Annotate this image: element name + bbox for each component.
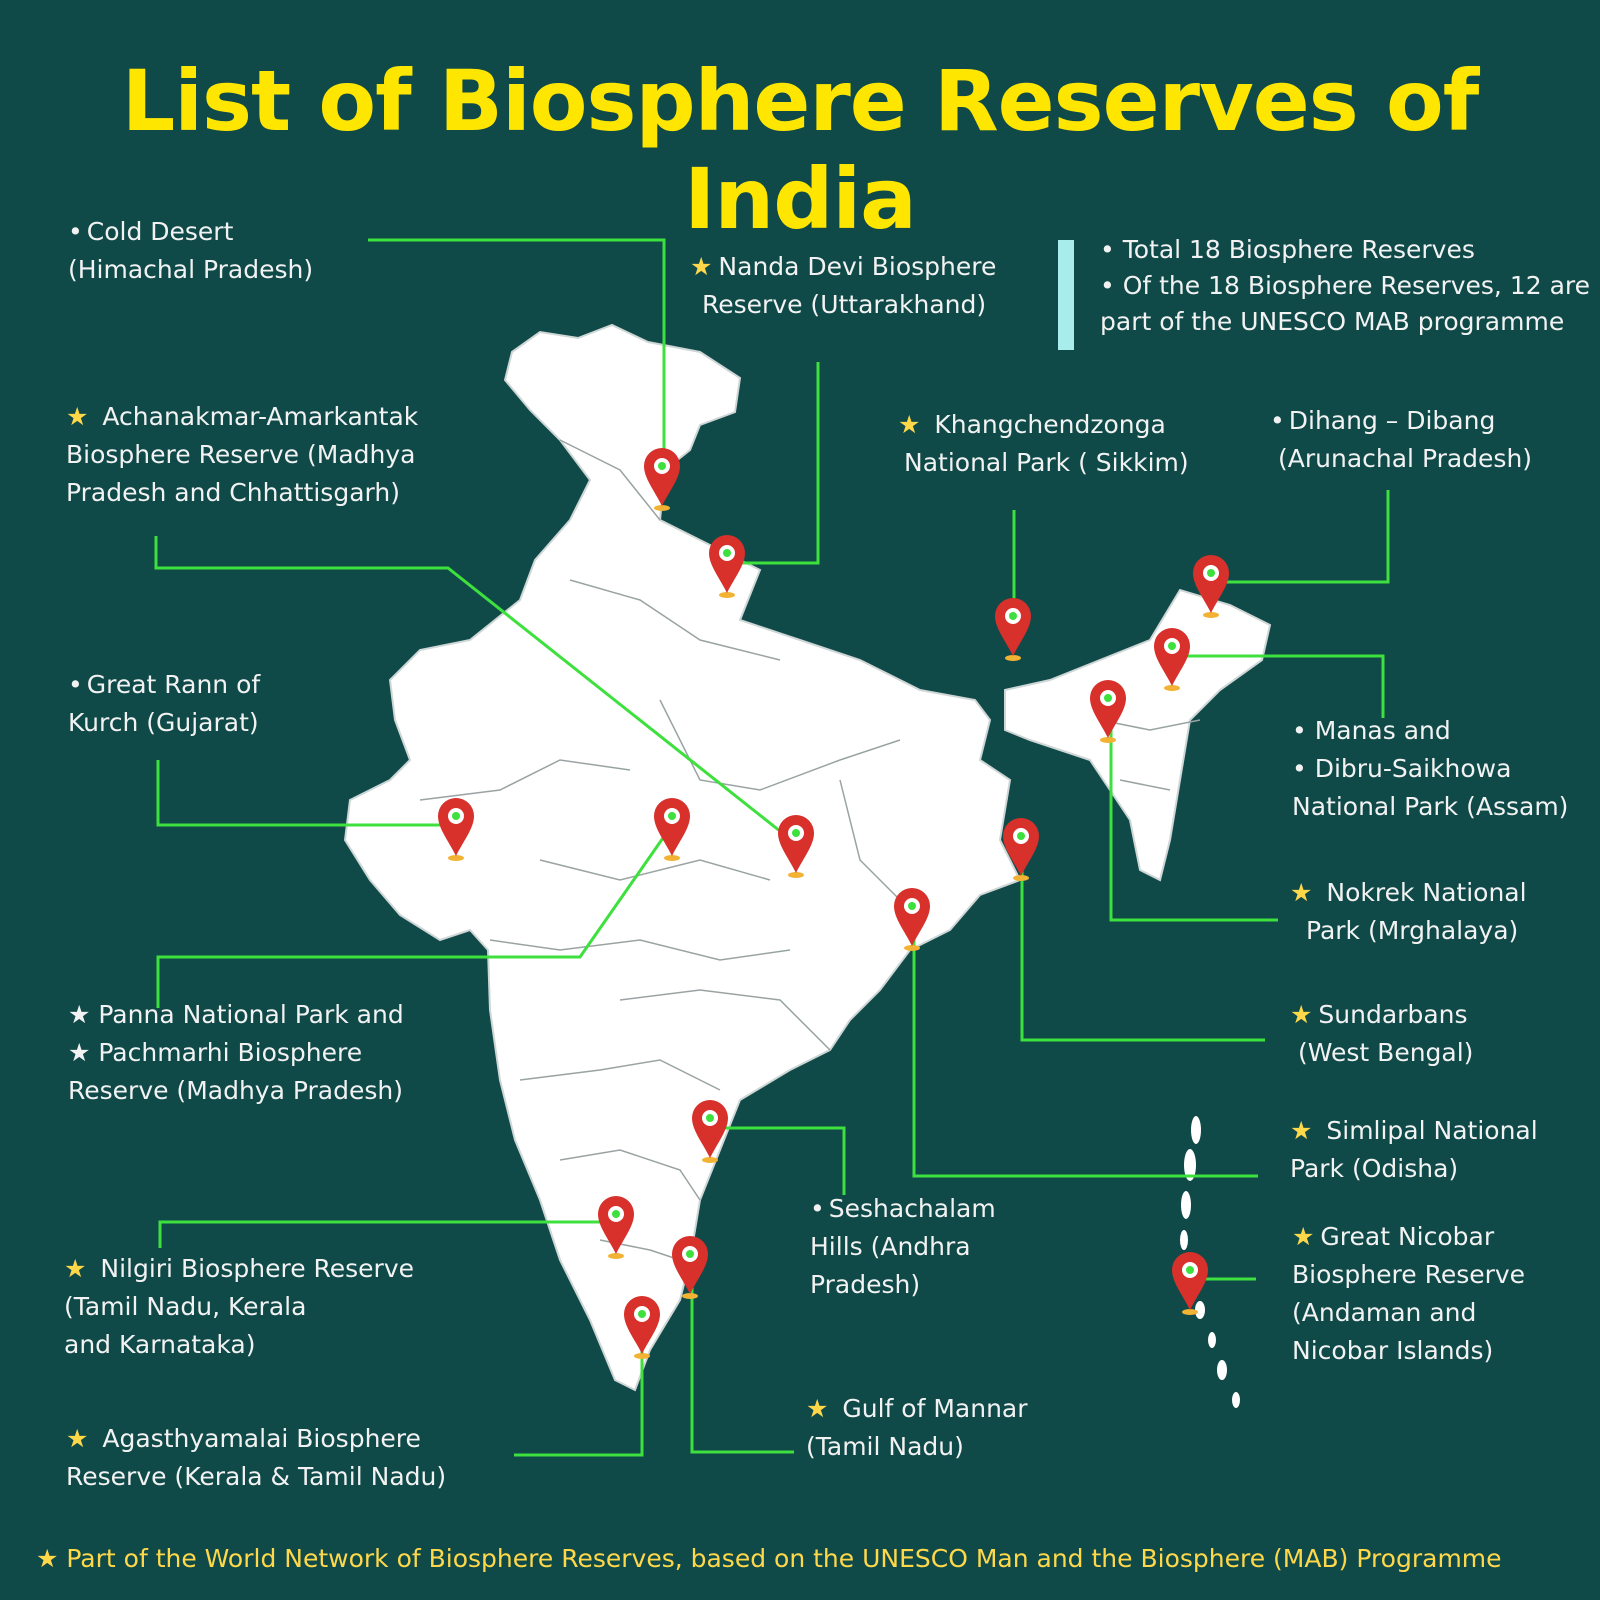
label-great-nicobar: ★ Great Nicobar Biosphere Reserve (Andama… [1292,1222,1526,1365]
map-pin-icon [438,798,474,861]
line-nanda-devi [728,362,820,565]
map-pin-icon [624,1296,660,1359]
map-pin-icon [692,1100,728,1163]
label-panna-pachmarhi: ★ Panna National Park and ★ Pachmarhi Bi… [68,1000,404,1105]
northeast-shape [1004,588,1272,882]
label-nokrek: ★ Nokrek National Park (Mrghalaya) [1290,878,1527,945]
label-dihang-dibang: • Dihang – Dibang (Arunachal Pradesh) [1270,406,1533,473]
line-agasthyamalai [514,1322,644,1457]
map-pin-icon [654,798,690,861]
line-panna [156,824,674,1008]
map-pin-icon [1172,1252,1208,1315]
info-line: • Total 18 Biosphere Reserves [1100,235,1475,264]
star-icon: ★ [690,252,713,281]
info-accent-bar [1058,240,1074,350]
star-icon: ★ [1292,1222,1315,1251]
line-gulf-of-mannar [690,1262,794,1454]
info-line: • Of the 18 Biosphere Reserves, 12 are [1100,271,1591,300]
line-sundarbans [1020,845,1265,1042]
map-pin-icon [644,448,680,511]
leader-lines [154,238,1390,1457]
star-icon: ★ [1290,1000,1313,1029]
line-great-rann [156,760,455,827]
star-icon: ★ [66,1424,89,1453]
label-seshachalam: • Seshachalam Hills (Andhra Pradesh) [810,1194,996,1299]
footer-note: ★ Part of the World Network of Biosphere… [36,1544,1502,1573]
star-icon: ★ [898,410,921,439]
label-great-rann: • Great Rann of Kurch (Gujarat) [68,670,261,737]
line-simlipal [912,915,1258,1178]
andaman-nicobar-islands [1180,1116,1240,1408]
map-pin-icon [778,815,814,878]
star-icon: ★ [64,1254,87,1283]
map-pin-icon [894,888,930,951]
map-pin-icon [598,1196,634,1259]
line-nokrek [1109,707,1278,922]
label-simlipal: ★ Simlipal National Park (Odisha) [1290,1116,1538,1183]
line-dihang-dibang [1212,490,1390,584]
label-khangchendzonga: ★ Khangchendzonga National Park ( Sikkim… [898,410,1189,477]
star-icon: ★ [806,1394,829,1423]
line-achanakmar [154,536,796,845]
info-box: • Total 18 Biosphere Reserves • Of the 1… [1100,232,1590,340]
label-achanakmar: ★ Achanakmar-Amarkantak Biosphere Reserv… [66,402,419,507]
label-cold-desert: • Cold Desert (Himachal Pradesh) [68,217,314,284]
pins [438,448,1229,1359]
map-pin-icon [1193,555,1229,618]
line-cold-desert [368,238,666,476]
line-nilgiri [158,1220,615,1248]
map-pin-icon [709,535,745,598]
map-pin-icon [1154,628,1190,691]
label-manas-dibru: • Manas and • Dibru-Saikhowa National Pa… [1292,716,1569,821]
star-icon: ★ [1290,878,1313,907]
star-icon: ★ [66,402,89,431]
map-pin-icon [1090,680,1126,743]
label-sundarbans: ★ Sundarbans (West Bengal) [1290,1000,1474,1067]
india-mainland-shape [343,323,1022,1392]
label-agasthyamalai: ★ Agasthyamalai Biosphere Reserve (Keral… [66,1424,447,1491]
label-nilgiri: ★ Nilgiri Biosphere Reserve (Tamil Nadu,… [64,1254,415,1359]
label-nanda-devi: ★ Nanda Devi Biosphere Reserve (Uttarakha… [690,252,997,319]
label-gulf-of-mannar: ★ Gulf of Mannar (Tamil Nadu) [806,1394,1028,1461]
star-icon: ★ [1290,1116,1313,1145]
map-pin-icon [1003,818,1039,881]
page-title: List of Biosphere Reserves of India [121,52,1480,248]
info-line: part of the UNESCO MAB programme [1100,307,1565,336]
map-pin-icon [672,1236,708,1299]
line-seshachalam [710,1126,846,1195]
map-pin-icon [995,598,1031,661]
line-manas [1173,654,1385,718]
